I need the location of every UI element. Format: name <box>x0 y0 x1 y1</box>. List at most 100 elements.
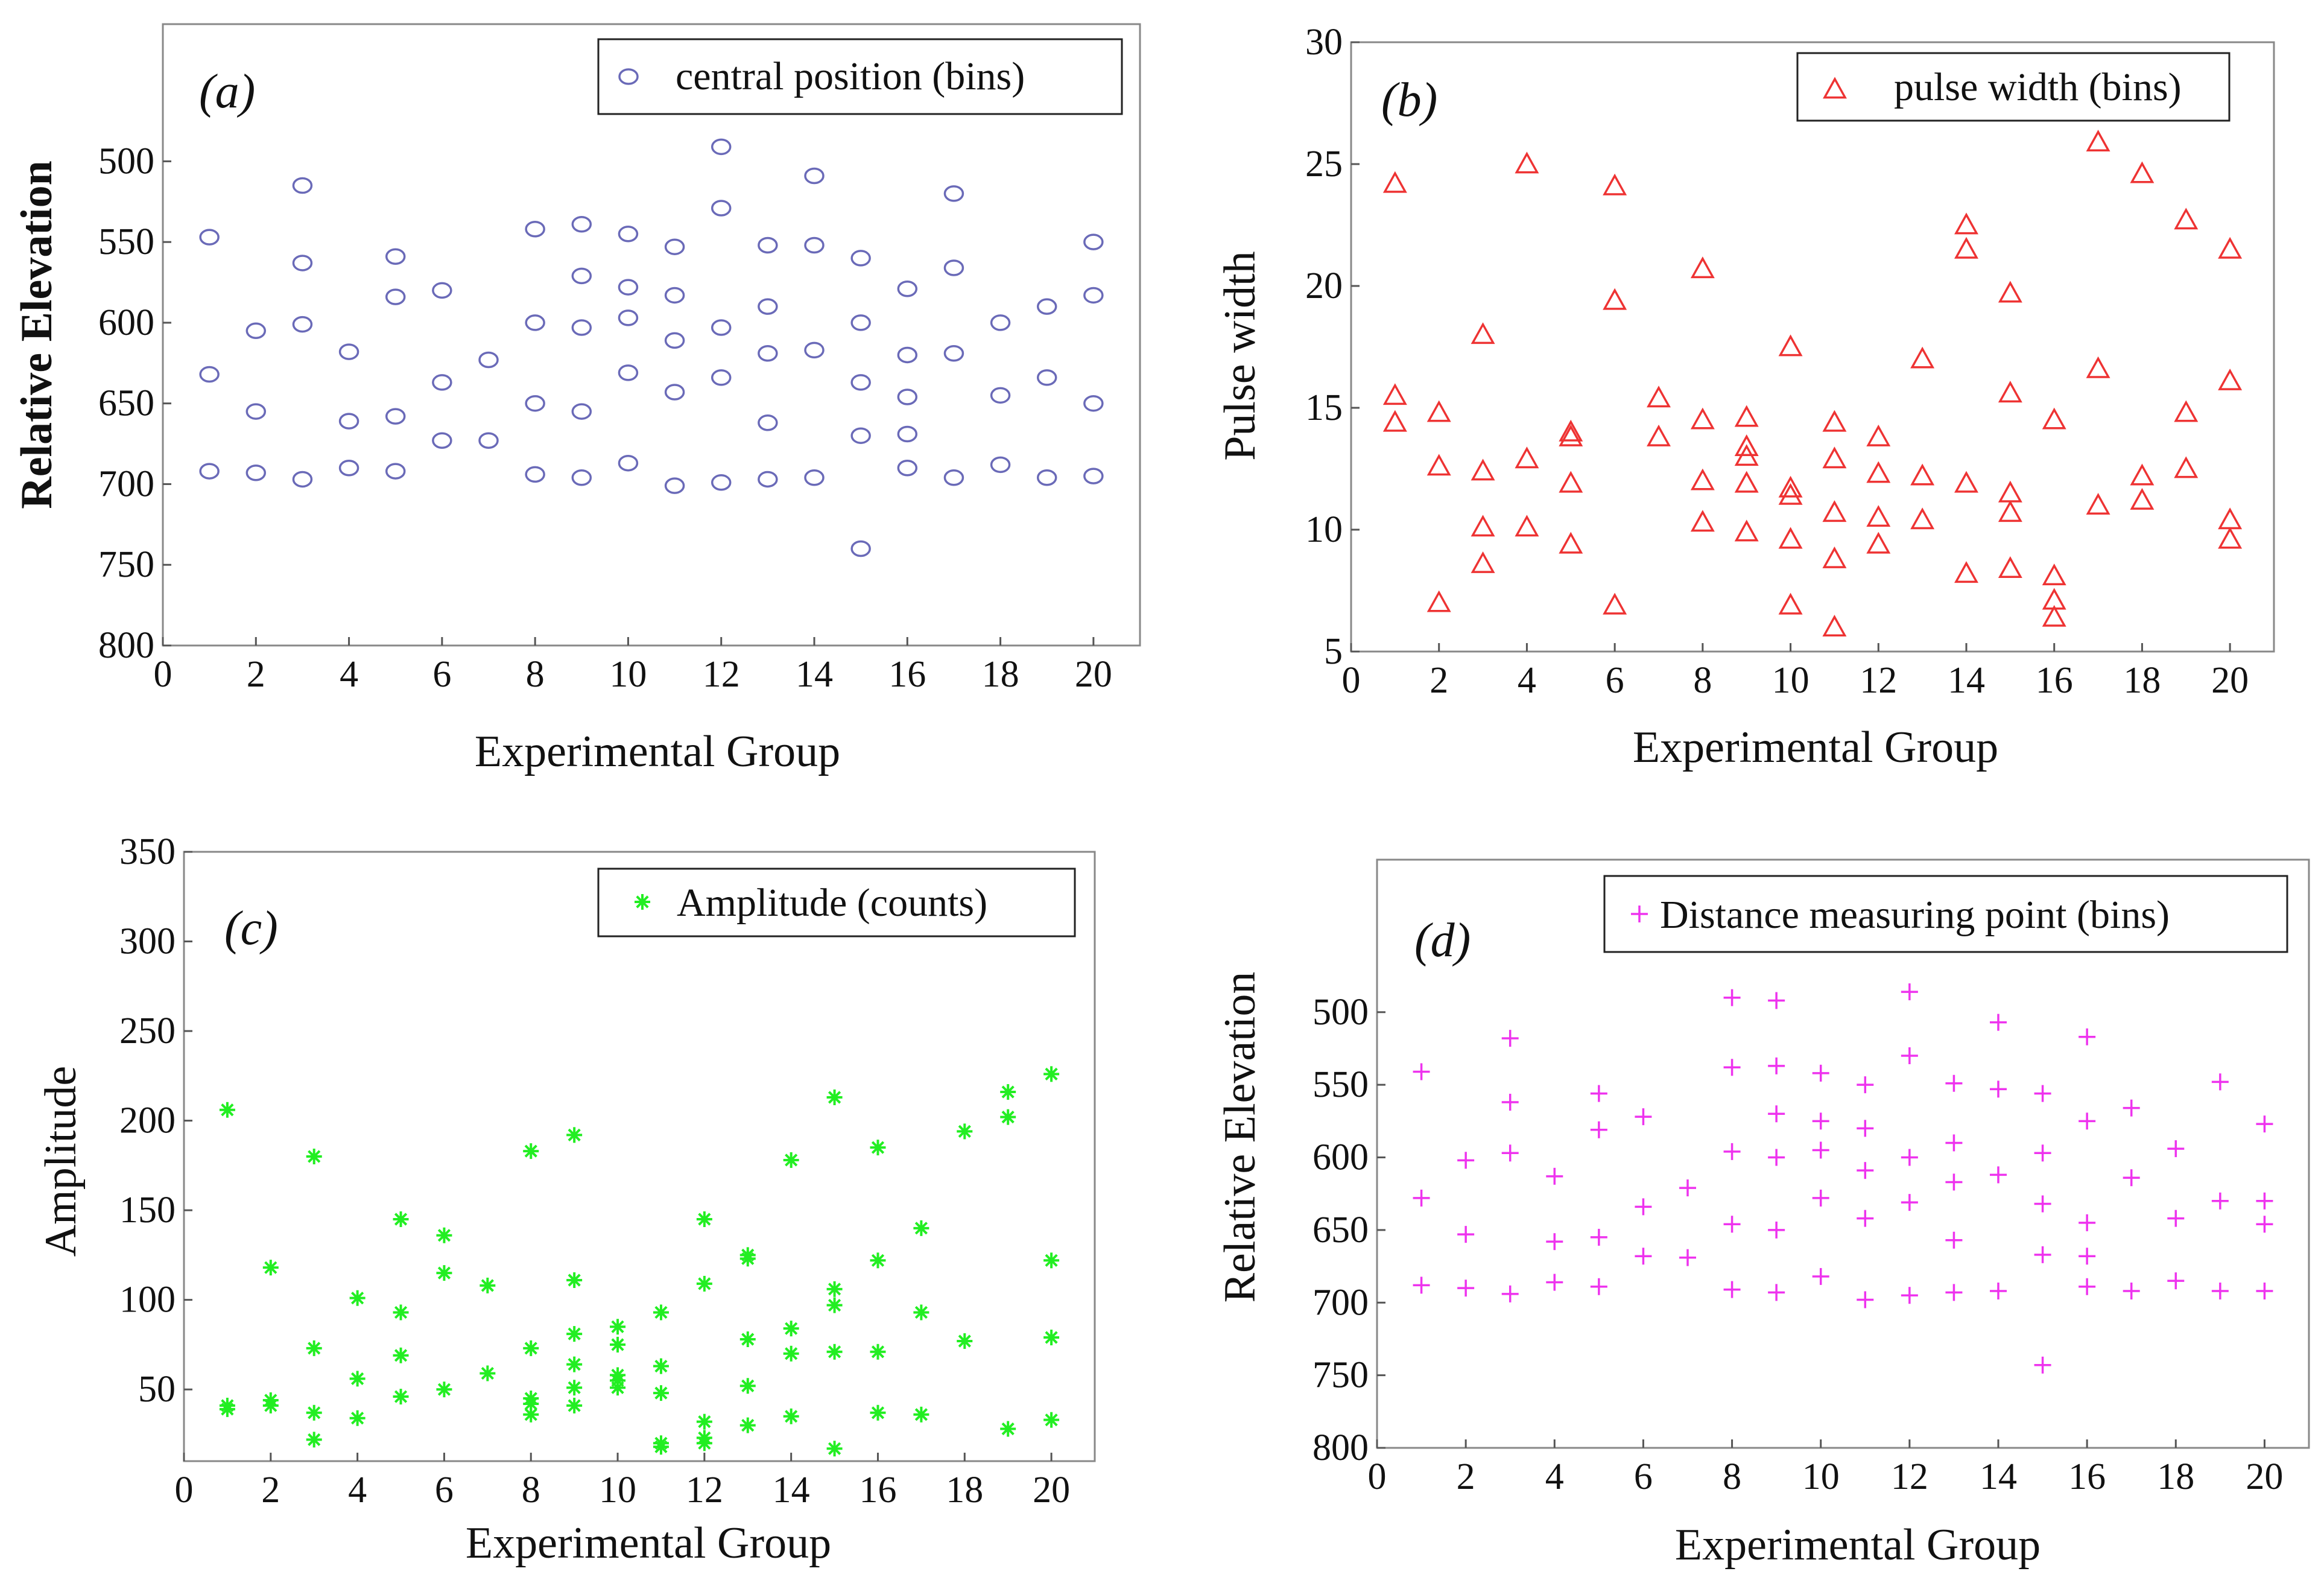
data-point-c <box>783 1321 799 1337</box>
data-point-a <box>1036 369 1057 386</box>
data-point-a <box>758 236 778 254</box>
data-point-b <box>1822 546 1847 568</box>
data-point-a <box>292 177 313 194</box>
data-point-a <box>525 395 545 412</box>
data-point-b <box>1471 515 1495 537</box>
data-point-d <box>2211 1192 2229 1210</box>
x-axis-label-b: Experimental Group <box>1633 723 1998 772</box>
data-point-c <box>436 1382 452 1398</box>
y-tick-label: 750 <box>98 544 154 585</box>
data-point-c <box>393 1389 409 1405</box>
y-ticks-b: 5 10 15 20 25 30 <box>1305 22 1360 672</box>
data-point-a <box>385 463 406 480</box>
data-point-b <box>1998 500 2022 522</box>
data-point-b <box>1778 483 1803 505</box>
data-point-a <box>711 200 732 217</box>
data-point-d <box>2123 1169 2140 1187</box>
panel-b: (b) pulse width (bins) 0 2 4 6 8 10 12 14 16 18 20… <box>1215 22 2275 772</box>
x-axis-label-c: Experimental Group <box>466 1518 831 1568</box>
data-point-b <box>1603 173 1627 195</box>
legend-marker-c <box>635 894 650 910</box>
data-point-c <box>566 1127 583 1143</box>
x-tick-label: 2 <box>1457 1456 1475 1497</box>
data-point-c <box>913 1220 929 1236</box>
data-point-d <box>2079 1214 2096 1231</box>
data-point-b <box>2042 407 2066 430</box>
data-point-b <box>1515 151 1539 174</box>
data-point-b <box>1910 346 1935 369</box>
data-point-a <box>571 215 592 233</box>
data-point-b <box>1778 475 1803 498</box>
data-point-a <box>1083 233 1104 250</box>
data-point-b <box>1559 471 1583 493</box>
legend-text-d: Distance measuring point (bins) <box>1660 893 2170 937</box>
data-point-d <box>1768 1284 1785 1301</box>
data-point-c <box>523 1406 539 1423</box>
y-tick-label: 10 <box>1305 509 1343 550</box>
data-point-d <box>1413 1063 1430 1080</box>
y-tick-label: 750 <box>1312 1355 1369 1396</box>
data-point-a <box>897 346 918 364</box>
x-tick-label: 8 <box>1693 660 1712 701</box>
data-point-b <box>1603 592 1627 615</box>
data-point-b <box>1559 531 1583 554</box>
data-point-d <box>2079 1248 2096 1265</box>
data-point-c <box>783 1408 799 1424</box>
data-point-d <box>2167 1272 2185 1290</box>
data-point-a <box>199 229 220 246</box>
data-point-b <box>2086 492 2110 515</box>
x-tick-label: 2 <box>247 654 265 695</box>
points-a <box>199 138 1104 557</box>
data-point-a <box>292 255 313 271</box>
legend-symbol-d <box>1631 906 1648 922</box>
data-point-c <box>1000 1109 1016 1125</box>
data-point-c <box>566 1326 583 1342</box>
data-point-b <box>1734 471 1759 493</box>
data-point-d <box>1812 1141 1829 1159</box>
data-point-c <box>783 1345 799 1362</box>
x-tick-label: 0 <box>1342 660 1361 701</box>
data-point-a <box>850 314 871 331</box>
x-tick-label: 2 <box>1430 660 1448 701</box>
legend-marker-d <box>1631 906 1648 922</box>
data-point-d <box>1413 1189 1430 1207</box>
data-point-a <box>804 236 825 254</box>
data-point-b <box>1734 405 1759 427</box>
data-point-d <box>1812 1112 1829 1130</box>
data-point-c <box>870 1252 886 1269</box>
points-c <box>219 1066 1060 1457</box>
legend-marker-b <box>1823 77 1847 99</box>
y-ticks-c: 50 100 150 200 250 300 350 <box>119 831 192 1410</box>
data-point-d <box>1546 1167 1563 1185</box>
legend-text-a: central position (bins) <box>676 54 1025 98</box>
legend-box-a <box>597 38 1123 115</box>
data-point-c <box>653 1439 669 1455</box>
x-tick-label: 10 <box>609 654 647 695</box>
data-point-c <box>306 1432 322 1448</box>
data-point-d <box>1990 1080 2007 1098</box>
x-axis-label-a: Experimental Group <box>475 727 840 776</box>
legend-text-b: pulse width (bins) <box>1894 65 2182 109</box>
data-point-c <box>219 1102 235 1118</box>
data-point-a <box>199 366 220 383</box>
data-point-c <box>480 1277 496 1293</box>
data-point-d <box>1768 1105 1785 1123</box>
x-tick-label: 4 <box>1518 660 1536 701</box>
data-point-c <box>436 1227 452 1243</box>
data-point-d <box>1945 1134 1963 1152</box>
data-point-c <box>523 1395 539 1412</box>
data-point-a <box>1036 469 1057 486</box>
data-point-a <box>943 259 964 276</box>
data-point-b <box>1954 471 1978 493</box>
data-point-d <box>1635 1108 1652 1126</box>
data-point-b <box>1998 381 2022 403</box>
data-point-b <box>1866 424 1891 446</box>
data-point-c <box>696 1413 712 1430</box>
data-point-b <box>1998 281 2022 303</box>
data-point-b <box>1382 383 1407 405</box>
x-tick-label: 18 <box>946 1470 983 1511</box>
y-tick-label: 550 <box>1312 1064 1369 1105</box>
data-point-b <box>1954 236 1978 259</box>
x-tick-label: 10 <box>1772 660 1809 701</box>
data-point-d <box>1457 1152 1475 1169</box>
